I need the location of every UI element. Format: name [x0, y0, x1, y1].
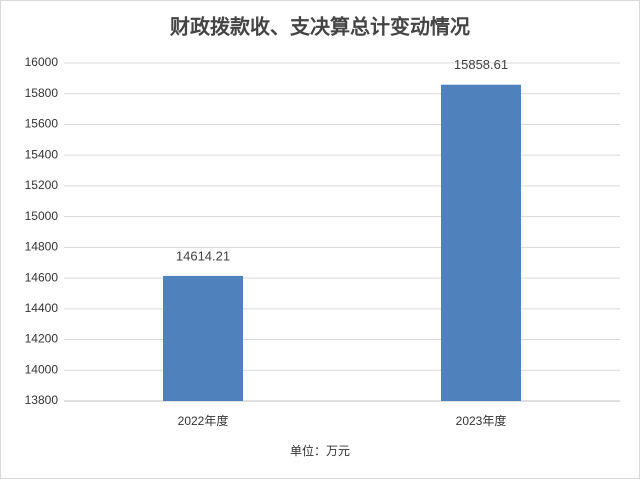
y-tick-label: 14400	[25, 301, 59, 315]
value-label: 15858.61	[454, 57, 508, 72]
value-label: 14614.21	[176, 248, 230, 263]
y-tick-label: 16000	[25, 55, 59, 69]
y-tick-label: 15400	[25, 147, 59, 161]
y-tick-label: 14200	[25, 332, 59, 346]
y-tick-label: 14800	[25, 240, 59, 254]
bar	[163, 275, 243, 401]
y-tick-label: 14600	[25, 270, 59, 284]
y-tick-label: 15000	[25, 209, 59, 223]
y-tick-label: 14000	[25, 362, 59, 376]
y-tick-label: 15600	[25, 117, 59, 131]
x-tick-label: 2022年度	[178, 413, 229, 428]
x-tick-label: 2023年度	[456, 413, 507, 428]
y-tick-label: 15800	[25, 86, 59, 100]
y-tick-label: 13800	[25, 393, 59, 407]
x-axis-label: 单位：万元	[290, 443, 350, 458]
bar	[441, 84, 521, 401]
chart-title: 财政拨款收、支决算总计变动情况	[170, 14, 470, 38]
y-tick-label: 15200	[25, 178, 59, 192]
